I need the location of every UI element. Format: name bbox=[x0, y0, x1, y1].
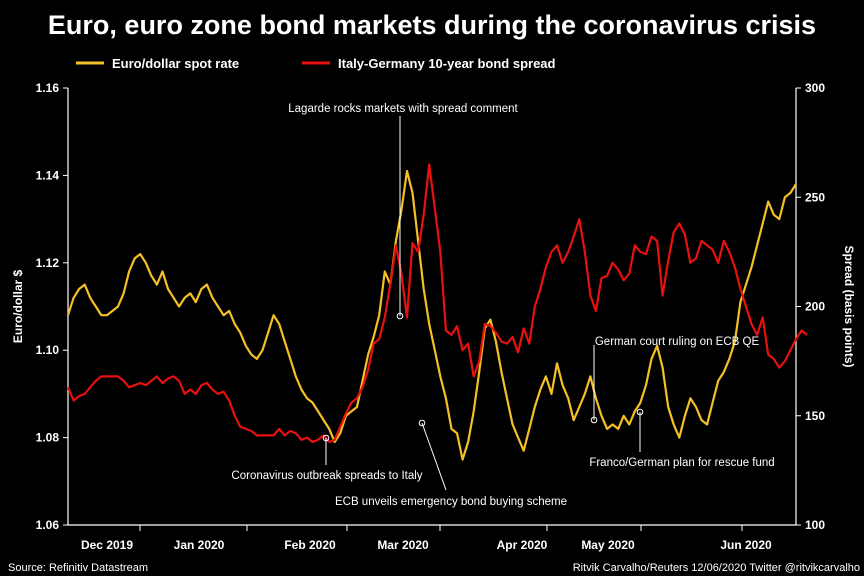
series-group bbox=[66, 163, 808, 461]
credit-note: Ritvik Carvalho/Reuters 12/06/2020 Twitt… bbox=[573, 562, 860, 574]
annotation-label: ECB unveils emergency bond buying scheme bbox=[335, 496, 567, 508]
annotation-marker bbox=[396, 312, 404, 320]
right-tick-label: 300 bbox=[805, 81, 825, 95]
annotation-label: Franco/German plan for rescue fund bbox=[589, 457, 774, 469]
axes: 1.06 1.08 1.10 1.12 1.14 1.16 100 150 200 250 300 D… bbox=[11, 81, 856, 552]
x-tick-label: Apr 2020 bbox=[497, 538, 548, 552]
left-tick-label: 1.06 bbox=[36, 518, 60, 532]
chart-title: Euro, euro zone bond markets during the … bbox=[48, 10, 816, 40]
annotation-marker bbox=[590, 416, 598, 424]
left-tick-label: 1.14 bbox=[36, 168, 60, 182]
x-tick-label: Dec 2019 bbox=[81, 538, 133, 552]
annotation-label: Lagarde rocks markets with spread commen… bbox=[288, 103, 518, 115]
legend-label-euro: Euro/dollar spot rate bbox=[112, 56, 239, 71]
x-tick-label: Feb 2020 bbox=[284, 538, 336, 552]
annotation-label: Coronavirus outbreak spreads to Italy bbox=[231, 470, 422, 482]
right-axis-title: Spread (basis points) bbox=[842, 245, 856, 367]
right-tick-label: 200 bbox=[805, 300, 825, 314]
annotation-marker bbox=[322, 434, 330, 442]
annotation-label: German court ruling on ECB QE bbox=[595, 336, 760, 348]
euro-dollar-series-line bbox=[66, 169, 797, 461]
legend: Euro/dollar spot rate Italy-Germany 10-y… bbox=[76, 56, 556, 71]
right-tick-label: 250 bbox=[805, 190, 825, 204]
x-tick-label: Jan 2020 bbox=[174, 538, 225, 552]
left-tick-label: 1.08 bbox=[36, 431, 60, 445]
source-note: Source: Refinitiv Datastream bbox=[8, 562, 148, 574]
legend-label-spread: Italy-Germany 10-year bond spread bbox=[338, 56, 556, 71]
spread-series-line bbox=[66, 163, 808, 444]
right-tick-label: 150 bbox=[805, 409, 825, 423]
x-tick-label: Mar 2020 bbox=[377, 538, 429, 552]
left-axis-title: Euro/dollar $ bbox=[11, 270, 25, 344]
annotation-marker bbox=[636, 408, 644, 416]
annotations: Lagarde rocks markets with spread commen… bbox=[231, 103, 774, 508]
left-tick-label: 1.10 bbox=[36, 343, 60, 357]
x-tick-label: Jun 2020 bbox=[720, 538, 772, 552]
annotation-leader bbox=[421, 422, 447, 491]
left-tick-label: 1.16 bbox=[36, 81, 60, 95]
left-tick-label: 1.12 bbox=[36, 256, 60, 270]
right-tick-label: 100 bbox=[805, 518, 825, 532]
annotation-marker bbox=[418, 419, 426, 427]
x-tick-label: May 2020 bbox=[581, 538, 635, 552]
